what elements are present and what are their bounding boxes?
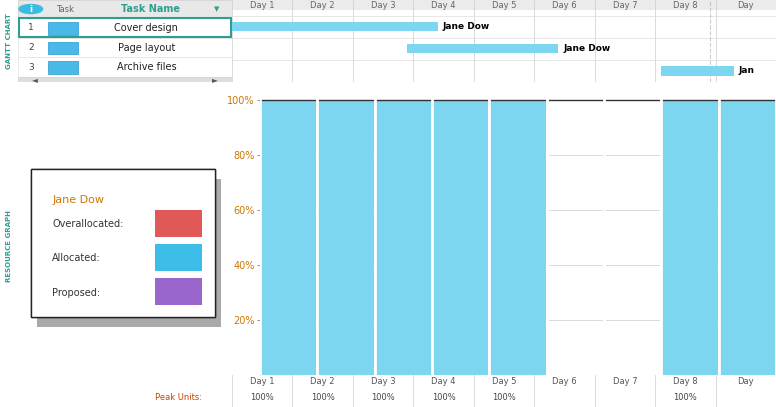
- Bar: [37, 179, 221, 327]
- Text: Day 3: Day 3: [371, 378, 396, 387]
- Text: Cover design: Cover design: [115, 23, 178, 33]
- Text: Day 2: Day 2: [310, 1, 335, 10]
- Bar: [232, 0, 776, 10]
- Text: 100%: 100%: [251, 394, 274, 403]
- Bar: [18, 0, 232, 18]
- Text: Day 2: Day 2: [310, 378, 335, 387]
- Bar: [232, 22, 438, 31]
- Text: Page layout: Page layout: [118, 43, 175, 53]
- Text: Day 5: Day 5: [492, 1, 516, 10]
- Text: Day: Day: [737, 1, 754, 10]
- Text: Overallocated:: Overallocated:: [52, 219, 123, 229]
- Bar: [48, 42, 78, 55]
- Bar: [663, 100, 718, 375]
- Bar: [19, 18, 231, 37]
- Bar: [490, 100, 546, 375]
- Text: Jane Dow: Jane Dow: [442, 22, 490, 31]
- Text: 100%: 100%: [492, 394, 516, 403]
- Text: Day 7: Day 7: [612, 378, 637, 387]
- Bar: [155, 244, 202, 271]
- Text: Day 6: Day 6: [553, 1, 577, 10]
- Text: Jane Dow: Jane Dow: [52, 195, 104, 205]
- Text: Jan: Jan: [739, 66, 754, 75]
- Bar: [155, 278, 202, 305]
- Text: 3: 3: [28, 63, 33, 72]
- Text: Day 8: Day 8: [673, 1, 698, 10]
- Text: i: i: [29, 4, 33, 13]
- Text: RESOURCE GRAPH: RESOURCE GRAPH: [6, 210, 12, 282]
- Text: Day 3: Day 3: [371, 1, 396, 10]
- Bar: [18, 57, 232, 77]
- Bar: [433, 100, 488, 375]
- Text: ▼: ▼: [214, 6, 220, 12]
- Text: Proposed:: Proposed:: [52, 287, 100, 298]
- Bar: [155, 210, 202, 237]
- Text: Day 1: Day 1: [250, 1, 275, 10]
- Text: 100%: 100%: [371, 394, 395, 403]
- Bar: [262, 100, 316, 375]
- Text: Day 7: Day 7: [612, 1, 637, 10]
- Bar: [18, 38, 232, 57]
- Bar: [318, 100, 373, 375]
- Text: Day 1: Day 1: [250, 378, 275, 387]
- Text: Jane Dow: Jane Dow: [563, 44, 611, 53]
- Bar: [48, 61, 78, 74]
- Text: Archive files: Archive files: [116, 62, 176, 72]
- Text: Task Name: Task Name: [121, 4, 180, 14]
- Text: 2: 2: [28, 43, 33, 52]
- Text: Peak Units:: Peak Units:: [154, 394, 202, 403]
- Bar: [31, 169, 215, 317]
- Text: Day 4: Day 4: [431, 1, 456, 10]
- Text: Day 4: Day 4: [431, 378, 456, 387]
- Text: Task: Task: [56, 4, 74, 13]
- Bar: [661, 66, 733, 76]
- Text: Day: Day: [737, 378, 754, 387]
- Text: ►: ►: [212, 75, 218, 84]
- Text: Day 6: Day 6: [553, 378, 577, 387]
- Bar: [48, 22, 78, 35]
- Bar: [407, 44, 559, 53]
- Text: ◄: ◄: [32, 75, 38, 84]
- Bar: [376, 100, 431, 375]
- Circle shape: [19, 4, 43, 13]
- Bar: [720, 100, 775, 375]
- Text: 100%: 100%: [431, 394, 456, 403]
- Bar: [18, 77, 232, 82]
- Text: GANTT CHART: GANTT CHART: [6, 13, 12, 69]
- Text: 100%: 100%: [311, 394, 334, 403]
- Text: 1: 1: [28, 23, 33, 33]
- Text: Day 8: Day 8: [673, 378, 698, 387]
- Bar: [18, 18, 232, 38]
- Text: Day 5: Day 5: [492, 378, 516, 387]
- Bar: [31, 169, 215, 317]
- Text: 100%: 100%: [674, 394, 697, 403]
- Text: Allocated:: Allocated:: [52, 253, 101, 263]
